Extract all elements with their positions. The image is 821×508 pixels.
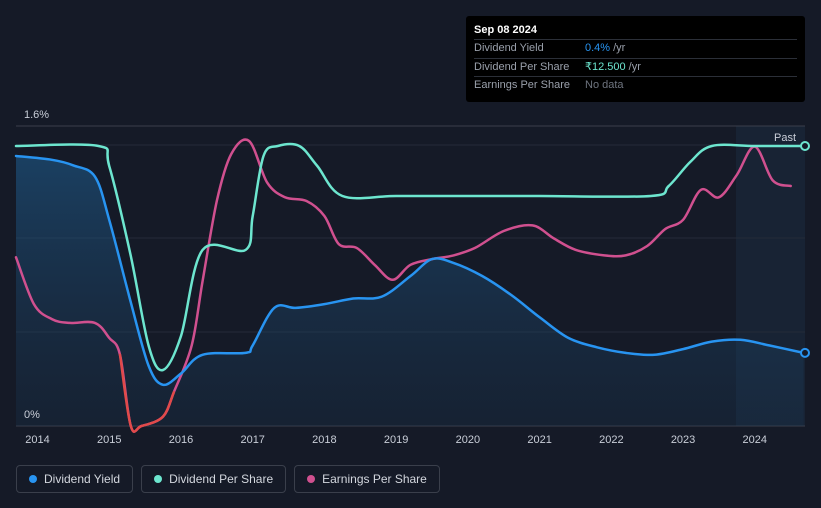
legend-dot-icon [307, 475, 316, 483]
y-axis-bottom-label: 0% [24, 409, 40, 421]
tooltip: Sep 08 2024 Dividend Yield 0.4% /yr Divi… [466, 16, 805, 102]
tooltip-unit: /yr [613, 42, 626, 54]
x-axis-ticks: 2014 2015 2016 2017 2018 2019 2020 2021 2022 2023… [25, 434, 767, 446]
legend-label: Dividend Per Share [169, 472, 274, 486]
end-markers [800, 141, 810, 358]
earnings-negative-segment [118, 353, 176, 433]
chart: 2014 2015 2016 2017 2018 2019 2020 2021 2022 2023… [14, 109, 810, 446]
legend: Dividend Yield Dividend Per Share Earnin… [16, 465, 440, 493]
tooltip-label: Earnings Per Share [474, 79, 570, 91]
tooltip-value: 0.4% [585, 42, 611, 54]
tooltip-row-dividend-yield: Dividend Yield 0.4% /yr [474, 39, 797, 58]
legend-item-earnings-per-share[interactable]: Earnings Per Share [294, 465, 440, 493]
series-lines [14, 138, 805, 433]
x-tick-label: 2022 [599, 434, 623, 446]
y-axis-top-label: 1.6% [24, 109, 49, 121]
x-tick-label: 2024 [743, 434, 767, 446]
x-tick-label: 2015 [97, 434, 121, 446]
past-label: Past [774, 132, 796, 144]
tooltip-value: No data [585, 79, 624, 91]
x-tick-label: 2021 [527, 434, 551, 446]
legend-dot-icon [29, 475, 37, 483]
x-tick-label: 2014 [25, 434, 49, 446]
dividend-yield-area [16, 156, 804, 426]
dividend-per-share-line [14, 142, 805, 372]
tooltip-date: Sep 08 2024 [474, 24, 537, 36]
x-tick-label: 2023 [671, 434, 695, 446]
x-tick-label: 2019 [384, 434, 408, 446]
legend-item-dividend-yield[interactable]: Dividend Yield [16, 465, 134, 493]
tooltip-label: Dividend Per Share [474, 60, 570, 73]
legend-label: Dividend Yield [44, 472, 121, 486]
tooltip-row-dividend-per-share: Dividend Per Share ₹12.500 /yr [474, 57, 797, 77]
x-tick-label: 2018 [312, 434, 336, 446]
tooltip-row-earnings-per-share: Earnings Per Share No data [474, 76, 797, 95]
dividend-yield-end-marker [800, 347, 810, 358]
tooltip-value: ₹12.500 [585, 60, 626, 73]
x-tick-label: 2017 [240, 434, 264, 446]
dividend-yield-line [14, 154, 805, 387]
legend-item-dividend-per-share[interactable]: Dividend Per Share [141, 465, 287, 493]
legend-label: Earnings Per Share [322, 472, 427, 486]
x-tick-label: 2020 [456, 434, 480, 446]
tooltip-unit: /yr [628, 60, 641, 73]
tooltip-label: Dividend Yield [474, 42, 544, 54]
legend-dot-icon [154, 475, 163, 483]
dividend-per-share-end-marker [800, 141, 810, 151]
x-tick-label: 2016 [169, 434, 193, 446]
